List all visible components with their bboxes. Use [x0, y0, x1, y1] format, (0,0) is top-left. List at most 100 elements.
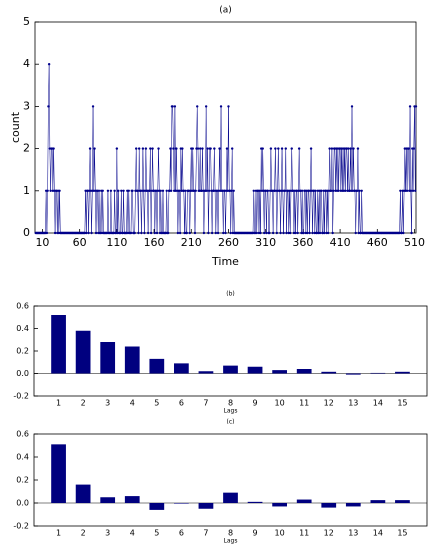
- point: [356, 147, 360, 150]
- bar: [321, 371, 337, 374]
- y-tick-label: 0: [23, 226, 30, 239]
- point: [230, 147, 234, 150]
- point: [93, 147, 96, 150]
- x-tick-label: 210: [181, 236, 202, 249]
- x-tick-label: 15: [397, 529, 407, 538]
- x-tick-label: 360: [292, 236, 313, 249]
- point: [229, 231, 232, 235]
- point: [115, 147, 119, 150]
- x-tick-label: 7: [203, 529, 208, 538]
- point: [120, 189, 123, 192]
- point: [302, 231, 305, 235]
- point: [137, 231, 140, 235]
- x-tick-label: 15: [397, 399, 407, 408]
- point: [275, 231, 279, 235]
- x-axis-label: Time: [211, 255, 239, 268]
- point: [149, 231, 153, 235]
- plot-area: [34, 21, 417, 234]
- point: [311, 231, 314, 235]
- point: [151, 147, 154, 150]
- x-tick-label: 9: [253, 529, 258, 538]
- point: [176, 231, 180, 235]
- x-tick-label: 13: [348, 529, 358, 538]
- point: [280, 147, 284, 150]
- point: [331, 231, 334, 235]
- y-tick-label: 0.2: [16, 347, 29, 356]
- x-tick-label: 260: [218, 236, 239, 249]
- bar: [247, 501, 263, 503]
- point: [405, 189, 409, 192]
- bar: [345, 373, 361, 375]
- point: [185, 231, 189, 235]
- point: [135, 147, 138, 150]
- bar: [247, 366, 263, 374]
- point: [349, 147, 352, 150]
- bar: [321, 503, 337, 508]
- y-tick-label: -0.2: [13, 392, 29, 401]
- point: [171, 105, 174, 108]
- x-tick-label: 460: [367, 236, 388, 249]
- point: [191, 147, 194, 150]
- bar: [370, 500, 386, 503]
- chart-title: (b): [226, 291, 235, 298]
- y-tick-label: 0.6: [16, 430, 29, 439]
- point: [412, 147, 415, 150]
- point: [259, 231, 262, 235]
- point: [131, 189, 134, 192]
- point: [153, 231, 157, 235]
- x-axis-label: Lags: [224, 408, 238, 415]
- y-tick-label: 0.0: [16, 369, 29, 378]
- point: [222, 231, 225, 235]
- point: [279, 231, 282, 235]
- point: [188, 231, 191, 235]
- point: [202, 231, 206, 235]
- point: [157, 147, 160, 150]
- point: [344, 189, 347, 192]
- point: [410, 231, 413, 235]
- point: [284, 147, 287, 150]
- point: [306, 231, 309, 235]
- y-tick-label: 4: [23, 57, 30, 70]
- point: [309, 147, 313, 150]
- x-tick-label: 3: [105, 399, 110, 408]
- point: [172, 147, 175, 150]
- point: [122, 189, 125, 192]
- bar: [223, 492, 238, 503]
- plot-area: [33, 305, 428, 397]
- point: [181, 147, 184, 150]
- point: [219, 105, 223, 108]
- point: [265, 231, 268, 235]
- bar: [370, 372, 386, 374]
- bar: [100, 497, 116, 503]
- point: [328, 147, 331, 150]
- point: [314, 189, 317, 192]
- point: [326, 231, 330, 235]
- point: [207, 189, 211, 192]
- point: [193, 231, 197, 235]
- x-tick-label: 1: [56, 529, 61, 538]
- point: [409, 189, 412, 192]
- bar: [149, 358, 165, 374]
- x-tick-label: 10: [275, 529, 285, 538]
- x-tick-label: 11: [299, 529, 309, 538]
- x-tick-label: 110: [106, 236, 127, 249]
- x-tick-label: 5: [154, 399, 159, 408]
- x-tick-label: 14: [373, 399, 383, 408]
- point: [206, 147, 209, 150]
- y-tick-label: 0.2: [16, 476, 29, 485]
- point: [198, 147, 202, 150]
- point: [205, 189, 209, 192]
- point: [294, 231, 297, 235]
- y-tick-label: 1: [23, 184, 30, 197]
- point: [155, 231, 159, 235]
- point: [52, 147, 55, 150]
- point: [411, 189, 415, 192]
- point: [146, 231, 150, 235]
- point: [87, 231, 90, 235]
- point: [209, 147, 212, 150]
- point: [252, 189, 255, 192]
- x-tick-label: 510: [404, 236, 425, 249]
- x-tick-label: 12: [324, 399, 334, 408]
- point: [85, 231, 88, 235]
- y-tick-label: 0.0: [16, 499, 29, 508]
